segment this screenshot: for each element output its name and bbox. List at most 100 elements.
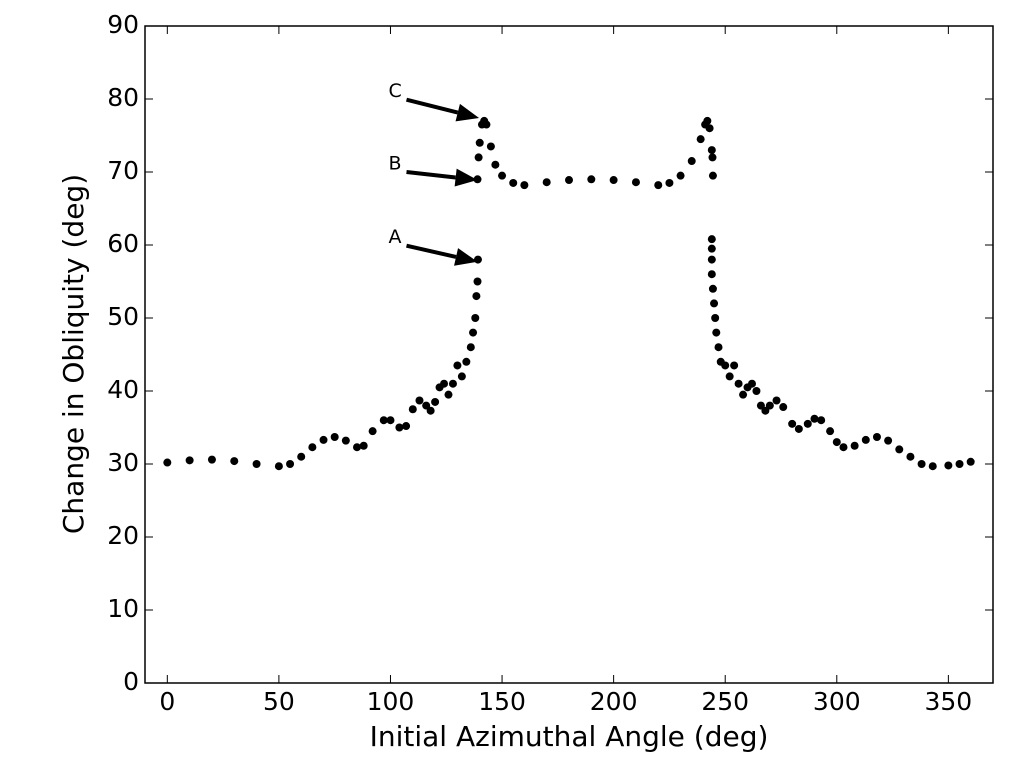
data-point [765,401,774,410]
data-point [707,146,716,155]
data-point [565,176,573,185]
data-point [163,458,172,467]
x-tick-label: 250 [701,687,749,716]
y-tick-label: 60 [107,229,139,258]
x-tick-label: 0 [159,687,175,716]
arrow-head [454,248,478,266]
data-point [850,441,859,450]
data-point [884,436,893,445]
data-point [474,153,483,162]
data-point [444,390,453,399]
x-tick-label: 200 [590,687,638,716]
x-tick-label: 350 [925,687,973,716]
data-point [861,435,870,444]
data-point [752,387,761,395]
data-point [498,171,507,180]
data-point [473,175,482,184]
data-point [386,416,395,425]
data-point [609,176,618,185]
y-tick-label: 0 [123,667,139,696]
annotation-arrow [406,97,459,115]
data-point [509,178,518,187]
data-point [207,455,216,464]
data-point [286,460,295,468]
y-tick-label: 80 [107,83,139,112]
data-point [703,116,712,125]
data-point [469,328,478,337]
data-point [230,457,239,466]
data-point [491,160,500,169]
data-point [542,178,551,187]
data-point [185,456,194,465]
data-point [906,452,915,461]
data-point [297,452,306,461]
x-tick-label: 100 [367,687,415,716]
data-point [472,292,481,301]
data-point [747,379,756,388]
data-point [408,405,417,414]
data-point [475,138,484,147]
data-point [714,343,723,352]
y-tick-label: 10 [107,594,139,623]
data-point [705,124,714,133]
y-tick-label: 70 [107,156,139,185]
data-point [252,460,261,468]
x-tick-label: 300 [813,687,861,716]
annotation-label: B [388,152,401,174]
annotation-arrow [406,243,457,259]
data-point [725,372,734,381]
data-point [426,406,435,415]
data-point [415,396,424,405]
data-point [803,419,812,428]
data-point [448,379,457,388]
data-point [402,422,411,431]
data-point [274,462,283,471]
y-tick-label: 40 [107,375,139,404]
data-point [587,175,596,184]
y-tick-label: 20 [107,521,139,550]
data-point [473,255,482,264]
data-point [707,270,716,279]
data-point [707,235,716,244]
arrow-head [455,103,480,122]
annotation-arrow [406,169,456,180]
data-point [395,423,404,432]
data-point [895,445,904,454]
data-point [520,181,529,190]
data-point [707,255,716,264]
data-point [708,153,717,162]
data-point [308,443,317,452]
data-point [431,397,440,406]
data-point [482,120,491,129]
data-point [466,343,475,352]
y-tick-label: 90 [107,10,139,39]
data-point [473,277,482,286]
data-point [359,441,368,450]
data-point [810,414,819,423]
y-tick-label: 30 [107,448,139,477]
data-point [353,443,361,452]
data-point [440,379,449,388]
data-point [676,171,685,180]
data-point [944,461,953,470]
data-point [654,181,663,190]
data-point [708,284,717,293]
data-point [696,135,705,144]
data-point [341,436,350,445]
data-point [368,427,377,436]
annotation-label: A [388,226,401,248]
data-point [734,379,743,388]
data-point [711,314,720,322]
data-point [319,435,328,444]
data-point [839,443,848,452]
data-point [794,424,803,433]
data-point [826,427,835,436]
data-point [471,314,480,322]
data-point [330,432,339,441]
x-tick-label: 150 [478,687,526,716]
data-point [730,361,739,370]
data-point [631,178,640,187]
data-point [832,438,841,447]
annotation-label: C [388,80,401,102]
